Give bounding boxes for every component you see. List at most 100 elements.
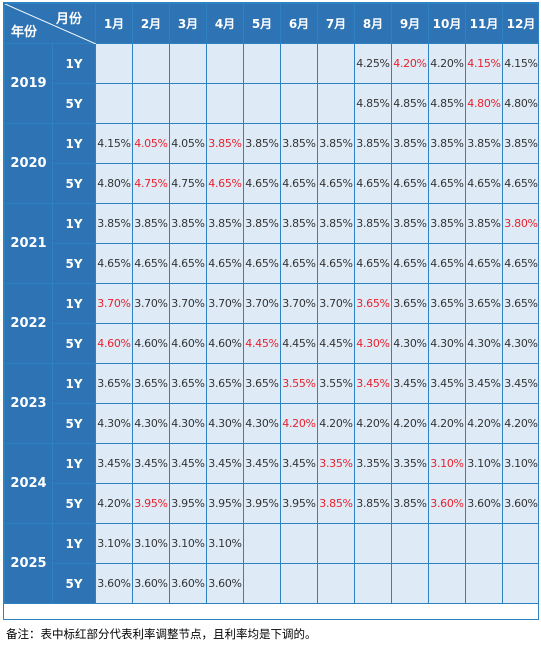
rate-cell-adjusted: 4.30% — [354, 323, 392, 364]
rate-cell — [502, 563, 538, 604]
rate-cell: 3.85% — [428, 203, 466, 244]
tenor-cell: 5Y — [52, 323, 96, 364]
tenor-cell: 1Y — [52, 123, 96, 164]
month-header: 2月 — [132, 3, 170, 44]
rate-cell-adjusted: 4.45% — [243, 323, 281, 364]
corner-month-label: 月份 — [55, 12, 82, 27]
rate-cell: 3.65% — [132, 363, 170, 404]
rate-cell: 4.30% — [132, 403, 170, 444]
rate-cell: 4.25% — [354, 43, 392, 84]
rate-cell: 3.85% — [206, 203, 244, 244]
month-header: 7月 — [317, 3, 355, 44]
rate-cell-adjusted: 4.20% — [280, 403, 318, 444]
rate-cell — [280, 523, 318, 564]
rate-cell: 3.95% — [169, 483, 207, 524]
table-row: 2022 1Y 3.70% 3.70% 3.70% 3.70% 3.70% 3.70% 3.70… — [4, 283, 538, 364]
rate-cell — [354, 563, 392, 604]
rate-cell-adjusted: 3.95% — [132, 483, 170, 524]
rate-cell: 3.85% — [243, 123, 281, 164]
rate-cell: 3.65% — [465, 283, 503, 324]
rate-cell: 3.85% — [317, 123, 355, 164]
tenor-cell: 1Y — [52, 523, 96, 564]
rate-cell: 3.45% — [243, 443, 281, 484]
month-header: 5月 — [243, 3, 281, 44]
table-row: 5Y 3.60% 3.60% 3.60% 3.60% — [5, 563, 538, 604]
rate-cell: 4.30% — [243, 403, 281, 444]
year-cell: 2023 — [4, 363, 53, 444]
rate-cell: 4.30% — [391, 323, 429, 364]
rate-cell: 3.10% — [465, 443, 503, 484]
rate-cell: 4.20% — [428, 403, 466, 444]
rate-cell: 3.85% — [243, 203, 281, 244]
rate-cell: 3.65% — [502, 283, 538, 324]
month-header: 10月 — [428, 3, 466, 44]
rate-cell: 3.10% — [169, 523, 207, 564]
lpr-table-frame: 月份 年份 1月 2月 3月 4月 5月 6月 7月 8月 9月 10月 11月 12月 2019 1Y… — [3, 2, 539, 620]
rate-cell: 4.05% — [169, 123, 207, 164]
rate-cell: 4.60% — [132, 323, 170, 364]
year-cell: 2020 — [4, 123, 53, 204]
rate-cell: 4.65% — [428, 163, 466, 204]
rate-cell — [95, 43, 133, 84]
rate-cell: 3.95% — [280, 483, 318, 524]
rate-cell: 3.55% — [317, 363, 355, 404]
rate-cell: 4.20% — [317, 403, 355, 444]
rate-cell: 4.30% — [95, 403, 133, 444]
rate-cell: 4.85% — [391, 83, 429, 124]
table-row: 5Y 4.60% 4.60% 4.60% 4.60% 4.45% 4.45% 4.45% 4.3… — [5, 323, 538, 364]
rate-cell: 3.85% — [132, 203, 170, 244]
rate-cell-adjusted: 4.20% — [391, 43, 429, 84]
rate-cell — [354, 523, 392, 564]
rate-cell: 3.60% — [169, 563, 207, 604]
rate-cell: 4.65% — [391, 163, 429, 204]
rate-cell: 3.85% — [465, 123, 503, 164]
rate-cell-adjusted: 3.55% — [280, 363, 318, 404]
rate-cell: 3.85% — [428, 123, 466, 164]
rate-cell: 3.65% — [206, 363, 244, 404]
rate-cell: 4.20% — [428, 43, 466, 84]
rate-cell: 4.65% — [428, 243, 466, 284]
rate-cell: 3.85% — [169, 203, 207, 244]
table-row: 5Y 4.85% 4.85% 4.85% 4.80% 4.80% — [5, 83, 538, 124]
month-header: 8月 — [354, 3, 392, 44]
tenor-cell: 1Y — [52, 443, 96, 484]
rate-cell: 3.45% — [428, 363, 466, 404]
rate-cell: 4.45% — [317, 323, 355, 364]
rate-cell: 3.60% — [502, 483, 538, 524]
rate-cell: 3.65% — [243, 363, 281, 404]
rate-cell: 4.45% — [280, 323, 318, 364]
header-row: 月份 年份 1月 2月 3月 4月 5月 6月 7月 8月 9月 10月 11月 12月 — [4, 3, 538, 44]
rate-cell — [95, 83, 133, 124]
rate-cell — [465, 523, 503, 564]
year-cell: 2025 — [4, 523, 53, 604]
rate-cell: 3.65% — [169, 363, 207, 404]
rate-cell: 3.65% — [95, 363, 133, 404]
rate-cell: 3.45% — [206, 443, 244, 484]
rate-cell: 4.65% — [206, 243, 244, 284]
rate-cell: 3.70% — [132, 283, 170, 324]
tenor-cell: 5Y — [52, 403, 96, 444]
rate-cell — [317, 523, 355, 564]
table-row: 2025 1Y 3.10% 3.10% 3.10% 3.10% — [4, 523, 538, 604]
tenor-cell: 1Y — [52, 363, 96, 404]
rate-cell: 3.70% — [169, 283, 207, 324]
table-row: 5Y 4.20% 3.95% 3.95% 3.95% 3.95% 3.95% 3.85% 3.8… — [5, 483, 538, 524]
rate-cell — [243, 563, 281, 604]
rate-cell: 3.95% — [206, 483, 244, 524]
rate-cell: 4.30% — [206, 403, 244, 444]
rate-cell — [206, 43, 244, 84]
rate-cell: 4.65% — [317, 243, 355, 284]
year-cell: 2024 — [4, 443, 53, 524]
rate-cell — [132, 83, 170, 124]
tenor-cell: 5Y — [52, 83, 96, 124]
rate-cell: 3.85% — [354, 203, 392, 244]
month-header: 3月 — [169, 3, 207, 44]
rate-cell-adjusted: 3.85% — [317, 483, 355, 524]
rate-cell: 4.20% — [465, 403, 503, 444]
rate-cell: 3.95% — [243, 483, 281, 524]
rate-cell: 4.65% — [391, 243, 429, 284]
rate-cell-adjusted: 4.60% — [95, 323, 133, 364]
rate-cell — [243, 523, 281, 564]
rate-cell: 3.60% — [465, 483, 503, 524]
rate-cell: 3.85% — [280, 203, 318, 244]
